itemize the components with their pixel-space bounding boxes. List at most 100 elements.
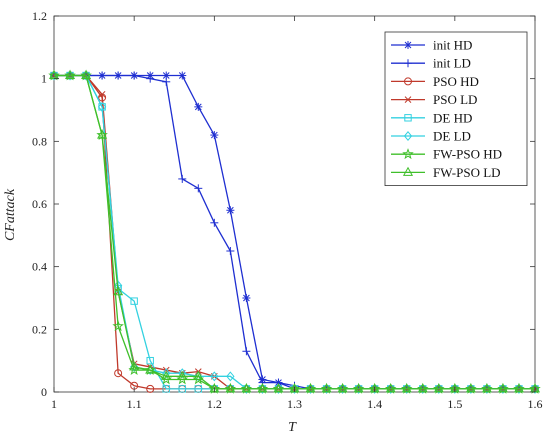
- data-point: [178, 368, 187, 379]
- data-point: [178, 174, 187, 183]
- legend-marker: [404, 114, 412, 122]
- legend: init HD init LD PSO HD PSO LD DE HD DE LD FW-P…: [384, 31, 528, 187]
- data-point: [273, 383, 284, 393]
- legend-entry: init HD: [391, 38, 472, 53]
- legend-marker: [402, 166, 414, 176]
- legend-marker: [404, 59, 412, 68]
- data-point: [433, 382, 445, 394]
- data-point: [513, 382, 525, 394]
- data-point: [320, 382, 333, 394]
- data-point: [256, 382, 269, 394]
- legend-label: init HD: [433, 38, 472, 53]
- x-tick-label: 1.5: [447, 397, 462, 411]
- x-tick-label: 1.3: [287, 397, 302, 411]
- data-point: [162, 77, 171, 86]
- data-point: [48, 69, 60, 81]
- data-point: [193, 370, 204, 380]
- data-point: [481, 382, 493, 394]
- data-point: [146, 74, 155, 83]
- data-point: [210, 218, 219, 227]
- data-point: [146, 384, 155, 393]
- x-tick-label: 1.4: [367, 397, 382, 411]
- y-tick-label: 0.6: [32, 197, 47, 211]
- data-point: [481, 383, 492, 393]
- data-point: [114, 71, 123, 80]
- data-point: [304, 382, 317, 394]
- data-point: [162, 71, 171, 80]
- legend-label: init LD: [433, 56, 471, 71]
- data-point: [178, 71, 187, 80]
- data-point: [384, 382, 397, 394]
- data-point: [226, 371, 235, 382]
- data-point: [162, 368, 171, 379]
- x-axis-label: T: [288, 420, 297, 435]
- legend-entry: FW-PSO HD: [391, 147, 502, 162]
- data-point: [98, 90, 106, 98]
- data-point: [98, 71, 107, 80]
- data-point: [513, 383, 525, 393]
- data-point: [226, 206, 235, 215]
- data-point: [257, 383, 268, 393]
- y-tick-label: 0: [41, 385, 47, 399]
- legend-marker: [404, 77, 412, 86]
- legend-entry: DE LD: [391, 129, 471, 144]
- data-point: [112, 320, 124, 332]
- x-tick-label: 1: [51, 397, 57, 411]
- legend-entry: DE HD: [391, 110, 472, 125]
- data-point: [242, 347, 251, 356]
- data-point: [465, 382, 477, 394]
- y-tick-label: 1: [41, 72, 47, 86]
- data-point: [81, 69, 92, 80]
- legend-label: FW-PSO HD: [433, 147, 502, 162]
- legend-marker: [404, 41, 412, 49]
- data-point: [353, 383, 364, 393]
- data-point: [145, 364, 156, 374]
- data-point: [97, 129, 108, 139]
- y-tick-label: 0.2: [32, 322, 47, 336]
- data-point: [241, 383, 252, 393]
- legend-marker: [402, 148, 414, 160]
- data-point: [178, 385, 186, 393]
- data-point: [194, 385, 203, 393]
- x-tick-label: 1.6: [528, 397, 543, 411]
- legend-label: DE LD: [433, 129, 471, 144]
- data-point: [401, 383, 412, 393]
- data-point: [240, 382, 253, 394]
- data-point: [210, 371, 219, 382]
- data-point: [385, 383, 396, 393]
- data-point: [114, 369, 123, 378]
- data-point: [272, 382, 285, 394]
- legend-marker: [403, 131, 413, 141]
- x-tick-label: 1.1: [127, 397, 142, 411]
- y-axis-label: CFattack: [3, 188, 18, 241]
- y-tick-label: 0.4: [32, 260, 47, 274]
- data-point: [321, 383, 332, 393]
- data-point: [64, 69, 76, 81]
- data-point: [144, 364, 156, 375]
- data-point: [130, 71, 139, 80]
- data-point: [417, 383, 428, 393]
- legend-label: FW-PSO LD: [433, 165, 501, 180]
- data-point: [337, 383, 348, 393]
- legend-label: DE HD: [433, 110, 472, 125]
- data-point: [210, 131, 219, 140]
- data-point: [242, 294, 251, 302]
- legend-entry: init LD: [391, 56, 471, 71]
- y-tick-label: 0.8: [32, 134, 47, 148]
- x-tick-label: 1.2: [207, 397, 222, 411]
- data-point: [161, 370, 172, 380]
- legend-entry: PSO LD: [391, 92, 477, 107]
- legend-marker: [404, 96, 412, 103]
- data-point: [433, 383, 444, 393]
- data-point: [97, 101, 107, 112]
- data-point: [416, 382, 429, 394]
- data-point: [400, 382, 413, 394]
- data-point: [305, 383, 316, 393]
- data-point: [352, 382, 365, 394]
- data-point: [194, 102, 203, 111]
- data-point: [226, 247, 235, 255]
- data-point: [113, 286, 124, 296]
- data-point: [64, 69, 76, 80]
- data-point: [162, 385, 170, 393]
